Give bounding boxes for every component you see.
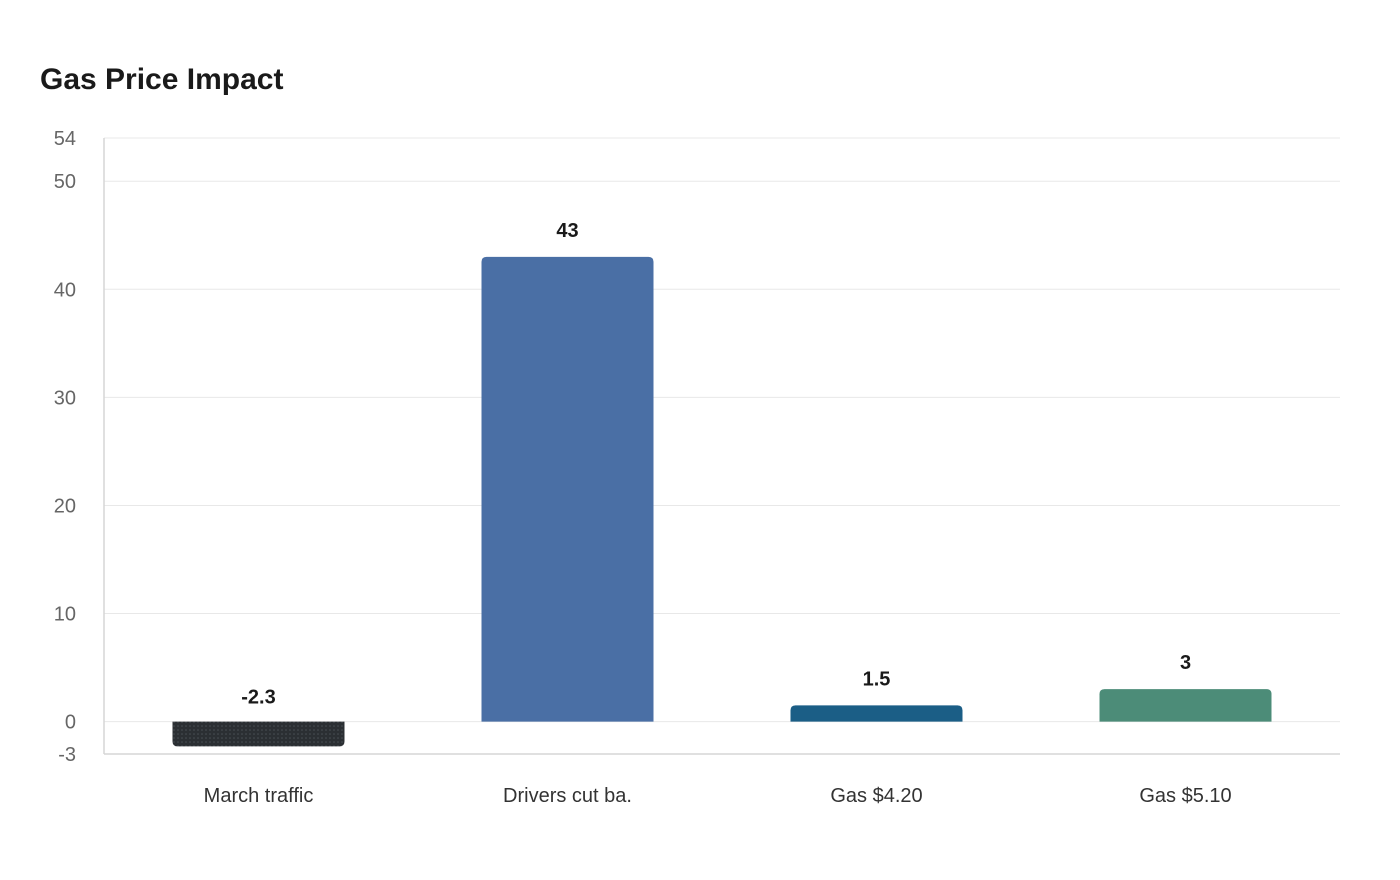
grid-lines — [104, 137, 1340, 723]
y-tick-label: 0 — [65, 712, 76, 734]
bars — [172, 256, 1272, 747]
x-category-label: Gas $4.20 — [830, 785, 922, 807]
y-tick-label: 40 — [54, 279, 76, 301]
y-tick-label: 50 — [54, 171, 76, 193]
x-category-label: Gas $5.10 — [1139, 785, 1231, 807]
x-category-label: March traffic — [204, 785, 314, 807]
y-tick-label: 20 — [54, 495, 76, 517]
x-category-label: Drivers cut ba. — [503, 785, 632, 807]
chart-title: Gas Price Impact — [40, 63, 284, 96]
y-tick-label: 30 — [54, 387, 76, 409]
y-tick-label: 10 — [54, 604, 76, 626]
value-label: 1.5 — [863, 668, 891, 690]
value-label: 3 — [1180, 652, 1191, 674]
bar-gas-4-20 — [790, 705, 963, 722]
bar-gas-5-10 — [1099, 689, 1272, 722]
value-label: 43 — [556, 220, 578, 242]
bar-drivers-cut-ba — [481, 256, 654, 722]
labels: -3 0 10 20 30 40 50 54 -2.3 March traffic 43 Driver… — [54, 128, 1232, 807]
y-tick-label: -3 — [58, 744, 76, 766]
axes — [103, 138, 1340, 755]
bar-march-traffic — [172, 721, 345, 747]
value-label: -2.3 — [241, 687, 275, 709]
y-tick-label: 54 — [54, 128, 76, 150]
